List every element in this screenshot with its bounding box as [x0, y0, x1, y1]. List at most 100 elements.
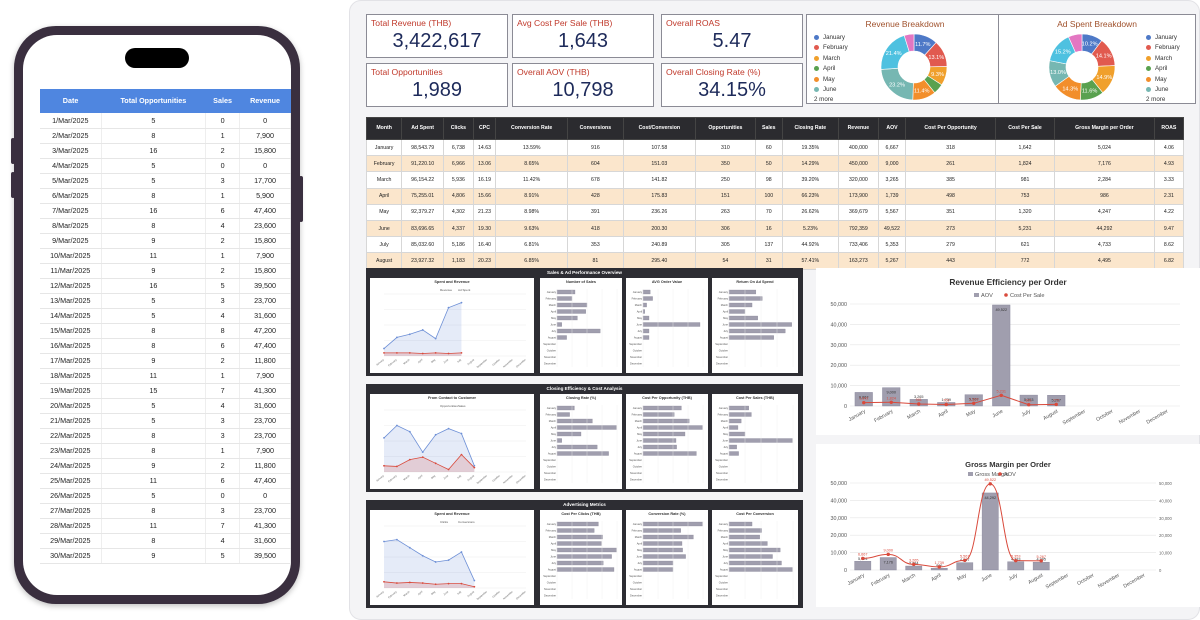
mini-bar[interactable]	[642, 315, 650, 321]
chart-bar[interactable]	[992, 304, 1011, 407]
chart-line-point[interactable]	[1014, 558, 1018, 563]
mini-point[interactable]	[396, 538, 398, 541]
mini-bar[interactable]	[556, 444, 598, 450]
chart-line-point[interactable]	[988, 482, 992, 486]
mini-bar[interactable]	[642, 534, 694, 540]
mini-bar[interactable]	[728, 431, 746, 437]
chart-line-point[interactable]	[944, 402, 948, 407]
mini-point[interactable]	[421, 456, 424, 459]
mini-bar[interactable]	[728, 315, 758, 321]
mini-point[interactable]	[396, 582, 398, 584]
mini-point[interactable]	[473, 466, 476, 469]
mini-bar[interactable]	[642, 547, 683, 553]
mini-bar[interactable]	[556, 315, 578, 321]
mini-point[interactable]	[408, 352, 411, 354]
mini-point[interactable]	[383, 437, 385, 439]
mini-bar[interactable]	[556, 528, 595, 533]
mini-bar[interactable]	[556, 451, 609, 456]
mini-bar[interactable]	[556, 296, 573, 301]
mini-bar[interactable]	[556, 309, 586, 314]
mini-point[interactable]	[421, 554, 424, 557]
mini-point[interactable]	[408, 581, 411, 584]
mini-bar[interactable]	[642, 405, 682, 411]
mini-bar[interactable]	[642, 418, 690, 424]
mini-point[interactable]	[460, 551, 463, 553]
mini-bar[interactable]	[642, 431, 686, 437]
mini-bar[interactable]	[556, 425, 617, 430]
chart-bar[interactable]	[905, 565, 923, 571]
chart-line-point[interactable]	[912, 562, 916, 567]
mini-point[interactable]	[460, 453, 463, 456]
donut-slice[interactable]	[1068, 33, 1083, 53]
mini-point[interactable]	[383, 540, 385, 543]
mini-bar[interactable]	[728, 528, 762, 533]
mini-point[interactable]	[447, 559, 450, 561]
mini-point[interactable]	[460, 582, 463, 585]
legend-more-link[interactable]: 2 more	[1146, 96, 1166, 103]
mini-bar[interactable]	[728, 541, 768, 546]
chart-line-point[interactable]	[861, 556, 865, 561]
chart-line-point[interactable]	[917, 402, 921, 406]
mini-bar[interactable]	[556, 534, 603, 540]
mini-point[interactable]	[408, 430, 411, 433]
chart-bar[interactable]	[1032, 561, 1050, 571]
chart-line-point[interactable]	[1027, 403, 1031, 407]
mini-point[interactable]	[421, 329, 424, 331]
mini-bar[interactable]	[556, 322, 562, 327]
chart-bar[interactable]	[854, 561, 872, 571]
mini-point[interactable]	[383, 464, 385, 467]
chart-line-point[interactable]	[963, 558, 967, 563]
mini-bar[interactable]	[728, 560, 782, 566]
mini-bar[interactable]	[556, 547, 617, 553]
mini-bar[interactable]	[556, 412, 570, 417]
mini-bar[interactable]	[728, 547, 781, 553]
mini-bar[interactable]	[728, 309, 746, 314]
mini-point[interactable]	[460, 352, 463, 354]
mini-bar[interactable]	[728, 418, 742, 424]
mini-bar[interactable]	[642, 322, 701, 327]
mini-point[interactable]	[447, 306, 450, 309]
mini-point[interactable]	[421, 451, 424, 454]
mini-bar[interactable]	[728, 438, 793, 443]
mini-bar[interactable]	[728, 296, 763, 301]
mini-bar[interactable]	[642, 541, 683, 546]
mini-bar[interactable]	[728, 335, 774, 340]
mini-bar[interactable]	[728, 444, 737, 450]
mini-point[interactable]	[383, 352, 385, 354]
chart-line-point[interactable]	[1054, 402, 1058, 407]
chart-line-point[interactable]	[1039, 559, 1043, 563]
mini-point[interactable]	[421, 582, 424, 584]
mini-bar[interactable]	[642, 309, 645, 314]
mini-bar[interactable]	[728, 302, 753, 308]
chart-bar[interactable]	[956, 562, 974, 571]
chart-bar[interactable]	[879, 557, 897, 571]
chart-line-point[interactable]	[886, 552, 890, 557]
mini-point[interactable]	[434, 433, 437, 436]
mini-point[interactable]	[408, 333, 411, 336]
mini-point[interactable]	[396, 336, 398, 339]
mini-point[interactable]	[434, 583, 437, 586]
mini-point[interactable]	[383, 347, 385, 350]
mini-point[interactable]	[460, 432, 463, 435]
mini-bar[interactable]	[556, 521, 599, 527]
mini-point[interactable]	[396, 352, 398, 354]
chart-bar[interactable]	[1007, 561, 1025, 571]
mini-bar[interactable]	[728, 425, 739, 430]
mini-bar[interactable]	[728, 521, 753, 527]
legend-more-link[interactable]: 2 more	[814, 96, 834, 103]
chart-line-point[interactable]	[889, 400, 893, 404]
mini-point[interactable]	[408, 458, 411, 461]
mini-bar[interactable]	[728, 289, 757, 295]
mini-bar[interactable]	[556, 335, 567, 340]
mini-bar[interactable]	[642, 289, 651, 295]
chart-line-point[interactable]	[937, 565, 941, 569]
mini-bar[interactable]	[642, 438, 677, 443]
mini-point[interactable]	[447, 352, 450, 355]
mini-point[interactable]	[396, 424, 398, 427]
mini-point[interactable]	[434, 561, 437, 563]
mini-bar[interactable]	[642, 444, 677, 450]
mini-bar[interactable]	[642, 412, 675, 417]
mini-point[interactable]	[447, 468, 450, 471]
mini-bar[interactable]	[642, 451, 697, 456]
mini-bar[interactable]	[642, 554, 686, 559]
